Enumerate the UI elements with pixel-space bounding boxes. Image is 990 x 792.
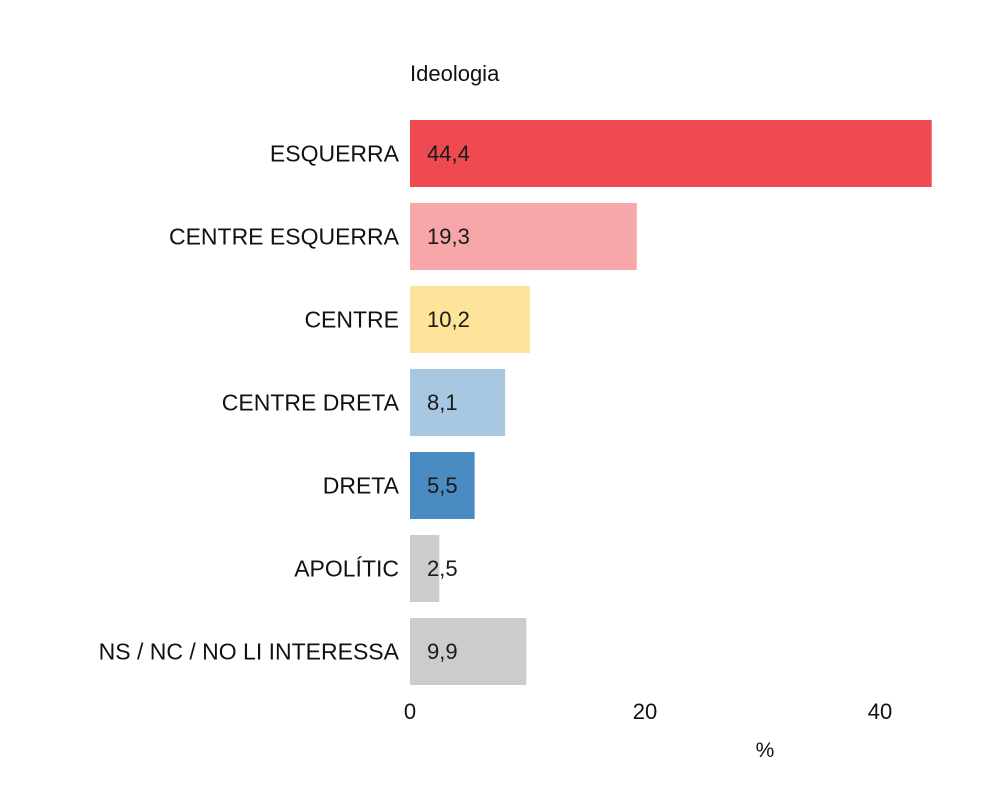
bar-4 xyxy=(410,452,475,519)
x-tick-label-2: 40 xyxy=(868,699,892,724)
value-label-3: 8,1 xyxy=(427,390,458,415)
x-axis-ticks: 0 20 40 xyxy=(404,699,892,724)
bars-group: ESQUERRA 44,4 CENTRE ESQUERRA 19,3 CENTRE 10,… xyxy=(99,120,932,685)
value-label-6: 9,9 xyxy=(427,639,458,664)
bar-6 xyxy=(410,618,527,685)
value-label-5: 2,5 xyxy=(427,556,458,581)
bar-2 xyxy=(410,286,530,353)
x-tick-label-1: 20 xyxy=(633,699,657,724)
chart-title: Ideologia xyxy=(410,61,500,86)
x-tick-label-0: 0 xyxy=(404,699,416,724)
bar-1 xyxy=(410,203,637,270)
category-label-5: APOLÍTIC xyxy=(294,556,399,582)
x-axis-title: % xyxy=(756,739,775,762)
bar-0 xyxy=(410,120,932,187)
value-label-0: 44,4 xyxy=(427,141,470,166)
category-label-6: NS / NC / NO LI INTERESSA xyxy=(99,639,400,665)
category-label-1: CENTRE ESQUERRA xyxy=(169,224,400,250)
category-label-4: DRETA xyxy=(323,473,400,499)
value-label-2: 10,2 xyxy=(427,307,470,332)
value-label-4: 5,5 xyxy=(427,473,458,498)
category-label-3: CENTRE DRETA xyxy=(222,390,400,416)
bar-3 xyxy=(410,369,506,436)
bar-5 xyxy=(410,535,440,602)
category-label-0: ESQUERRA xyxy=(270,141,400,167)
value-label-1: 19,3 xyxy=(427,224,470,249)
category-label-2: CENTRE xyxy=(304,307,399,333)
